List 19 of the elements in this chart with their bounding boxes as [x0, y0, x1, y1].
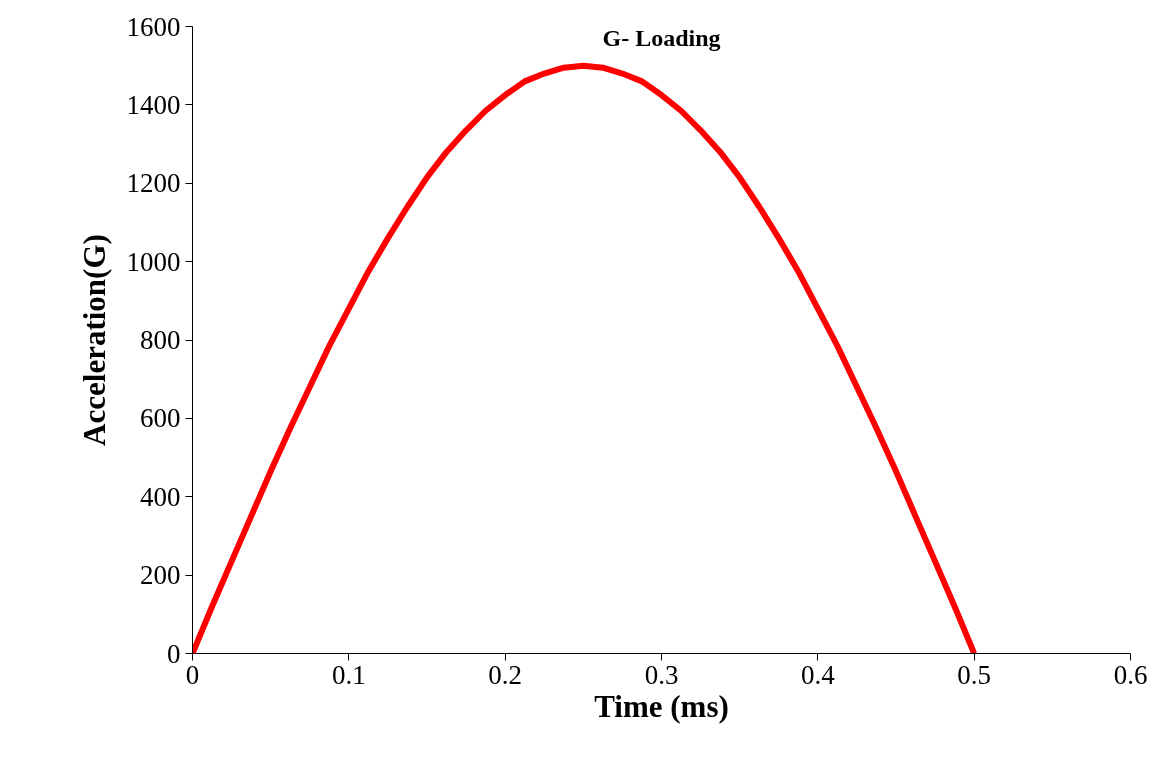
- y-tick-label: 400: [140, 481, 181, 512]
- y-tick-label: 1000: [126, 246, 181, 277]
- x-tick-label: 0.1: [331, 659, 366, 690]
- y-axis-title: Acceleration(G): [76, 234, 112, 446]
- y-tick-label: 1200: [126, 168, 181, 199]
- x-tick-label: 0.4: [800, 659, 836, 690]
- x-axis-title: Time (ms): [594, 688, 729, 724]
- x-tick-label: 0: [185, 659, 200, 690]
- x-tick-label: 0.6: [1113, 659, 1148, 690]
- x-tick-label: 0.5: [957, 659, 992, 690]
- x-tick-label: 0.2: [488, 659, 523, 690]
- y-tick-label: 800: [140, 325, 181, 355]
- y-tick-label: 0: [167, 638, 181, 669]
- x-tick-label: 0.3: [644, 659, 679, 690]
- y-tick-label: 600: [140, 403, 181, 434]
- y-tick-label: 200: [140, 560, 181, 591]
- y-tick-label: 1600: [126, 11, 181, 42]
- y-tick-label: 1400: [126, 89, 181, 120]
- chart-title: G- Loading: [602, 24, 721, 51]
